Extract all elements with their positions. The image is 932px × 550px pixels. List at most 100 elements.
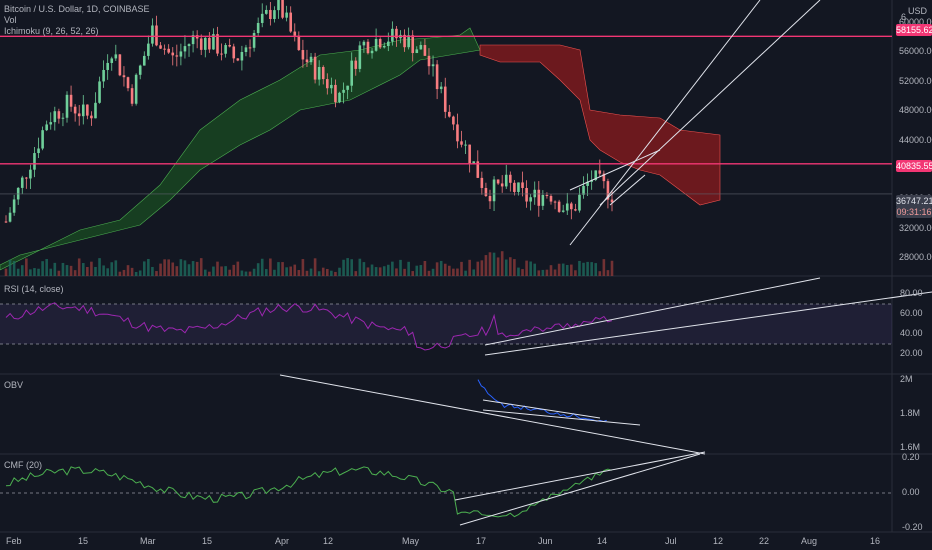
candle-body [574, 209, 577, 211]
candle-body [57, 111, 61, 119]
time-tick: Apr [275, 536, 290, 546]
volume-bar [167, 259, 170, 276]
candle-body [411, 35, 415, 54]
volume-bar [49, 268, 53, 276]
rsi-tick: 60.00 [900, 308, 923, 318]
volume-bar [208, 271, 211, 276]
candle-body [4, 221, 8, 223]
chart-overlays [0, 0, 932, 526]
volume-bar [61, 262, 65, 276]
candle-body [443, 86, 447, 112]
candle-body [391, 28, 394, 42]
volume-bar [191, 261, 195, 276]
candle-body [309, 56, 313, 63]
time-tick: 12 [323, 536, 334, 546]
level-tag-40835: 40835.55 [896, 160, 932, 172]
volume-bar [382, 266, 386, 276]
volume-bar [86, 266, 89, 276]
volume-bar [374, 267, 378, 276]
obv-label[interactable]: OBV [4, 380, 24, 390]
volume-bar [330, 270, 333, 276]
candle-body [517, 182, 520, 192]
candle-body [545, 194, 549, 196]
volume-bar [362, 262, 366, 276]
volume-bar [480, 260, 484, 276]
volume-bar [476, 261, 480, 276]
candle-body [244, 47, 248, 52]
candle-body [387, 41, 390, 46]
volume-bar [419, 265, 423, 276]
obv-trend-line [279, 374, 706, 455]
volume-bar [301, 259, 305, 276]
volume-bar [557, 263, 561, 276]
candle-body [29, 169, 32, 179]
volume-bar [500, 251, 504, 276]
volume-bar [159, 263, 162, 276]
candle-body [293, 31, 297, 36]
candle-body [504, 174, 508, 187]
candle-body [277, 0, 280, 11]
volume-bar [305, 270, 309, 276]
volume-bar [199, 258, 203, 276]
trend-line [609, 174, 646, 206]
volume-bar [513, 259, 516, 276]
grid [0, 0, 932, 533]
candle-body [582, 185, 585, 195]
candle-body [167, 48, 170, 53]
cmf-line [5, 466, 613, 518]
volume-bar [545, 269, 549, 276]
symbol-title: Bitcoin / U.S. Dollar, 1D, COINBASE [4, 4, 150, 14]
volume-bar [195, 261, 199, 276]
candle-body [134, 74, 138, 104]
candle-body [313, 56, 317, 80]
volume-bar [33, 268, 36, 276]
candle-body [350, 60, 354, 86]
volume-bar [277, 262, 280, 276]
candle-body [578, 194, 581, 211]
volume-bar [574, 270, 577, 276]
price-tick: 48000.00 [899, 105, 932, 116]
candle-body [41, 130, 44, 149]
candle-body [496, 179, 500, 184]
volume-indicator-label[interactable]: Vol [4, 15, 17, 25]
volume-bar [110, 262, 114, 276]
candle-body [338, 92, 341, 103]
volume-bar [504, 259, 508, 276]
candle-body [151, 25, 154, 44]
volume-bar [118, 271, 122, 276]
time-tick: 15 [202, 536, 213, 546]
time-tick: 17 [476, 536, 487, 546]
candle-body [317, 67, 321, 80]
candle-body [549, 195, 553, 202]
volume-bar [273, 269, 276, 276]
candle-body [529, 197, 532, 202]
rsi-label[interactable]: RSI (14, close) [4, 284, 64, 294]
cmf-label[interactable]: CMF (20) [4, 460, 42, 470]
volume-bar [53, 262, 57, 276]
cloud-bullish [0, 27, 481, 271]
candle-body [65, 94, 69, 118]
candle-body [407, 35, 410, 48]
obv-trend-line [482, 399, 601, 419]
volume-bar [529, 261, 532, 276]
volume-bar [431, 268, 435, 276]
candle-body [171, 52, 175, 56]
volume-bar [395, 268, 398, 276]
candle-body [289, 12, 292, 32]
candle-body [476, 161, 480, 178]
candle-body [220, 53, 223, 55]
volume-bar [387, 264, 390, 276]
volume-bar [521, 269, 524, 276]
volume-bar [25, 258, 28, 276]
cmf-tick: -0.20 [902, 522, 923, 532]
candle-body [435, 64, 439, 90]
candle-body [439, 86, 443, 90]
candle-body [492, 179, 496, 202]
price-tick: 28000.00 [899, 252, 932, 263]
candle-body [305, 59, 309, 63]
volume-bar [411, 271, 415, 276]
candle-body [252, 33, 256, 48]
candle-body [586, 181, 589, 186]
ichimoku-indicator-label[interactable]: Ichimoku (9, 26, 52, 26) [4, 26, 99, 36]
